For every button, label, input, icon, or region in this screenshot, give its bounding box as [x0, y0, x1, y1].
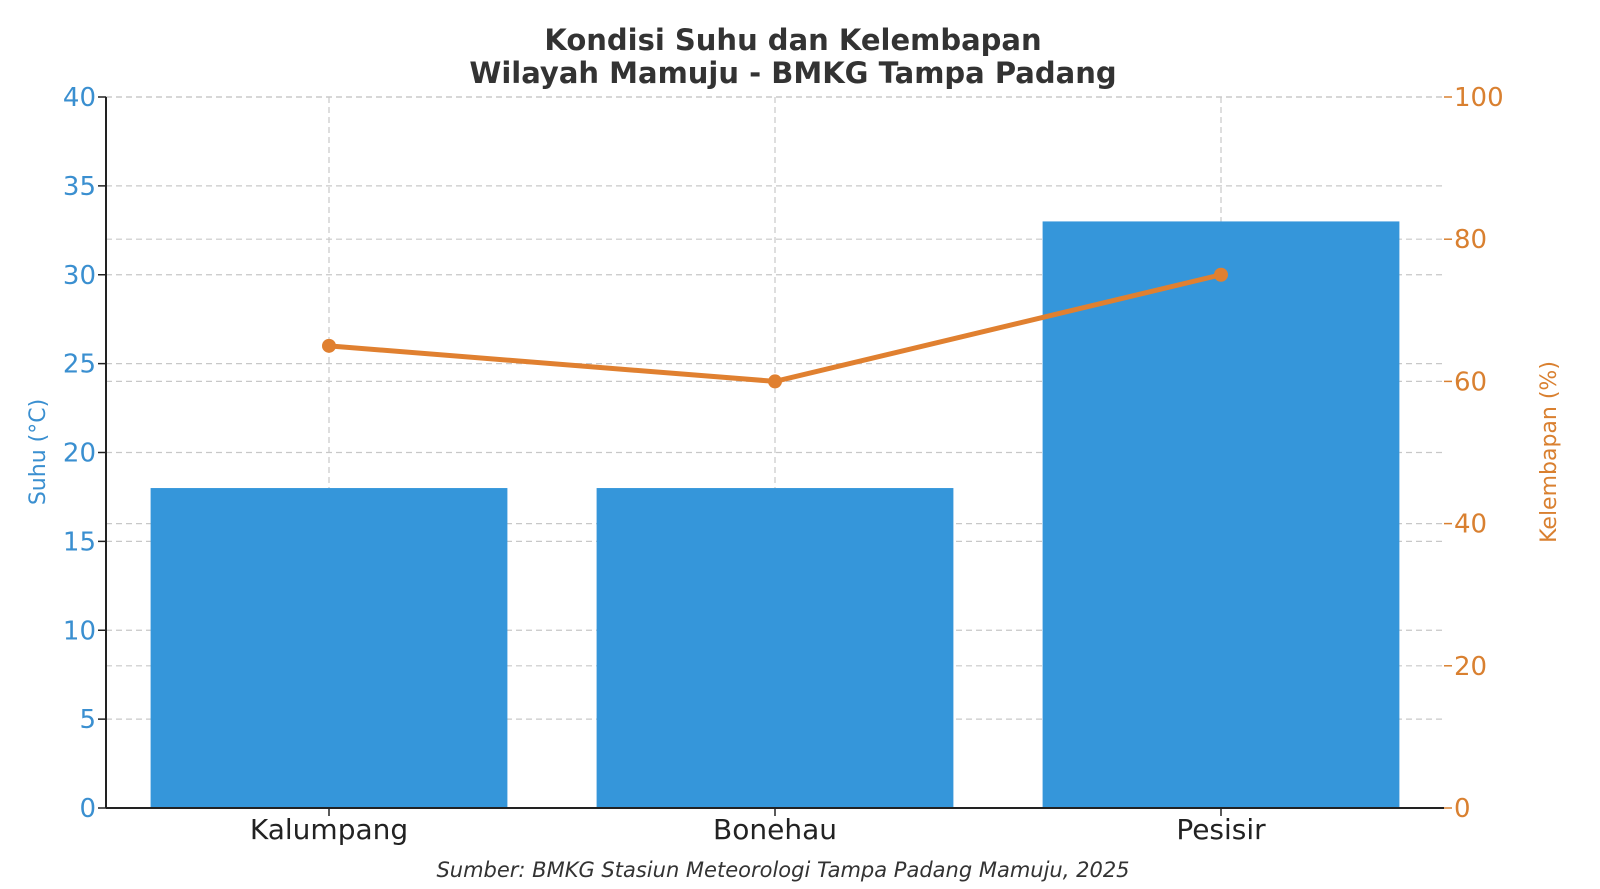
- tick-label-left-0: 0: [79, 794, 96, 824]
- tick-label-left-20: 20: [63, 439, 96, 469]
- tick-label-left-30: 30: [63, 261, 96, 291]
- tick-label-left-10: 10: [63, 616, 96, 646]
- bar-kalumpang: [150, 488, 508, 808]
- humidity-point-pesisir: [1214, 267, 1228, 282]
- tick-label-left-25: 25: [63, 350, 96, 380]
- tick-label-right-100: 100: [1454, 83, 1504, 113]
- tick-label-right-60: 60: [1454, 367, 1487, 397]
- chart-title-line2: Wilayah Mamuju - BMKG Tampa Padang: [469, 56, 1116, 90]
- tick-label-x-bonehau: Bonehau: [713, 813, 837, 846]
- tick-label-right-20: 20: [1454, 652, 1487, 682]
- tick-label-left-15: 15: [63, 527, 96, 557]
- humidity-point-kalumpang: [322, 338, 336, 353]
- line-series: [322, 267, 1228, 389]
- tick-label-left-40: 40: [63, 83, 96, 113]
- bar-pesisir: [1042, 221, 1400, 809]
- bar-series: [150, 221, 1400, 809]
- tick-label-right-0: 0: [1454, 794, 1471, 824]
- source-note: Sumber: BMKG Stasiun Meteorologi Tampa P…: [436, 858, 1129, 882]
- y-axis-label-left: Suhu (°C): [26, 399, 51, 505]
- tick-label-x-kalumpang: Kalumpang: [250, 813, 408, 846]
- tick-label-left-35: 35: [63, 172, 96, 202]
- humidity-point-bonehau: [768, 374, 782, 389]
- y-axis-label-right: Kelembapan (%): [1537, 361, 1562, 543]
- tick-label-left-5: 5: [79, 705, 96, 735]
- bar-bonehau: [596, 488, 954, 808]
- tick-label-right-40: 40: [1454, 510, 1487, 540]
- tick-labels: 0 5 10 15 20 25 30 35 40 0 20 40 60 80 100 Kalumpang Bon…: [63, 83, 1504, 846]
- chart-title-line1: Kondisi Suhu dan Kelembapan: [544, 23, 1041, 57]
- tick-label-right-80: 80: [1454, 225, 1487, 255]
- tick-label-x-pesisir: Pesisir: [1176, 813, 1266, 846]
